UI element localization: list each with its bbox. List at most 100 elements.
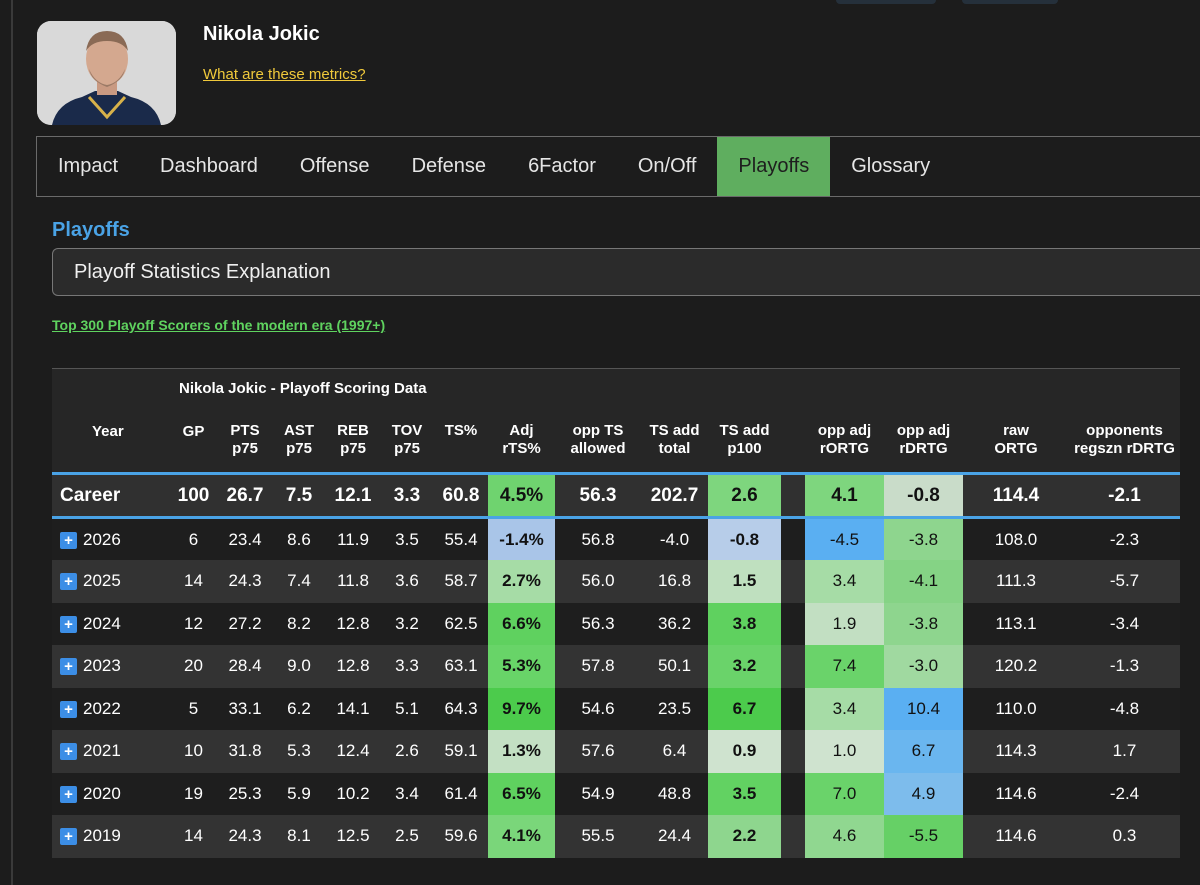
table-cell: -4.8 (1069, 687, 1180, 730)
column-header[interactable]: raw ORTG (963, 408, 1069, 474)
column-header-line2: p75 (340, 440, 366, 458)
column-header-line2: p100 (727, 440, 762, 458)
table-row[interactable]: +2024 12 27.2 8.2 12.8 3.2 62.5 6.6% 56.3 36.2 3.8… (52, 602, 1180, 645)
column-header-line1: REB (337, 422, 369, 440)
table-row[interactable]: +2025 14 24.3 7.4 11.8 3.6 58.7 2.7% 56.0 16.8 1.5… (52, 560, 1180, 603)
table-cell: 0.9 (708, 730, 781, 773)
column-header-line2 (434, 440, 488, 458)
table-cell: 12.5 (326, 815, 380, 858)
expand-row-icon[interactable]: + (60, 700, 77, 718)
expand-row-icon[interactable]: + (60, 743, 77, 761)
table-cell: 48.8 (641, 772, 708, 815)
table-cell: -1.3 (1069, 645, 1180, 688)
tab-defense[interactable]: Defense (411, 155, 487, 177)
expand-row-icon[interactable]: + (60, 615, 77, 633)
table-cell: -0.8 (708, 517, 781, 560)
expand-row-icon[interactable]: + (60, 573, 77, 591)
table-row[interactable]: +2026 6 23.4 8.6 11.9 3.5 55.4 -1.4% 56.8 -4.0 -0.… (52, 517, 1180, 560)
table-cell: 4.1 (805, 472, 884, 519)
table-cell (781, 687, 805, 730)
expand-row-icon[interactable]: + (60, 785, 77, 803)
table-body: +2026 6 23.4 8.6 11.9 3.5 55.4 -1.4% 56.8 -4.0 -0.… (52, 517, 1180, 858)
expand-row-icon[interactable]: + (60, 531, 77, 549)
tab-offense[interactable]: Offense (299, 155, 370, 177)
table-cell: 8.6 (272, 517, 326, 560)
table-cell: -3.8 (884, 602, 963, 645)
year-label: 2026 (83, 529, 121, 549)
table-cell: 57.6 (555, 730, 641, 773)
table-cell: 5.3 (272, 730, 326, 773)
top-scroll-hint (836, 0, 936, 4)
tab-glossary[interactable]: Glossary (851, 155, 931, 177)
expand-row-icon[interactable]: + (60, 658, 77, 676)
expand-row-icon[interactable]: + (60, 828, 77, 846)
table-cell: 19 (169, 772, 218, 815)
column-header[interactable]: TS% (434, 408, 488, 474)
table-cell: 6.5% (488, 772, 555, 815)
table-cell: 12.8 (326, 602, 380, 645)
table-cell: 3.2 (708, 645, 781, 688)
table-cell: 108.0 (963, 517, 1069, 560)
table-cell: 5.9 (272, 772, 326, 815)
tab-impact[interactable]: Impact (58, 155, 119, 177)
tab-on-off[interactable]: On/Off (637, 155, 697, 177)
table-cell: 7.4 (272, 560, 326, 603)
top300-scorers-link[interactable]: Top 300 Playoff Scorers of the modern er… (52, 317, 386, 333)
table-row[interactable]: +2019 14 24.3 8.1 12.5 2.5 59.6 4.1% 55.5 24.4 2.2… (52, 815, 1180, 858)
column-header[interactable]: opponents regszn rDRTG (1069, 408, 1180, 474)
career-label: Career (52, 472, 169, 519)
table-cell: 20 (169, 645, 218, 688)
column-header[interactable]: Year (52, 408, 169, 474)
table-cell: 114.4 (963, 472, 1069, 519)
table-cell: 6.7 (884, 730, 963, 773)
table-cell: 57.8 (555, 645, 641, 688)
table-cell: 36.2 (641, 602, 708, 645)
table-cell: 2.5 (380, 815, 434, 858)
table-cell: 3.3 (380, 472, 434, 519)
year-label: 2022 (83, 698, 121, 718)
table-cell: 64.3 (434, 687, 488, 730)
column-header[interactable]: REB p75 (326, 408, 380, 474)
tab-playoffs[interactable]: Playoffs (717, 137, 831, 196)
column-header[interactable]: Adj rTS% (488, 408, 555, 474)
year-label: 2019 (83, 826, 121, 846)
column-header[interactable]: AST p75 (272, 408, 326, 474)
playoff-scoring-table: Nikola Jokic - Playoff Scoring Data Year… (52, 368, 1180, 858)
row-year: +2022 (52, 687, 169, 730)
tab-6factor[interactable]: 6Factor (528, 155, 596, 177)
playoff-explanation-accordion[interactable]: Playoff Statistics Explanation (52, 248, 1200, 296)
column-header[interactable]: TS add p100 (708, 408, 781, 474)
table-cell: 62.5 (434, 602, 488, 645)
table-cell: 63.1 (434, 645, 488, 688)
table-cell: 24.3 (218, 815, 272, 858)
column-header[interactable] (781, 408, 805, 474)
table-cell: -3.0 (884, 645, 963, 688)
column-header[interactable]: TS add total (641, 408, 708, 474)
column-header[interactable]: opp adj rORTG (805, 408, 884, 474)
column-header-line2: total (658, 440, 691, 458)
column-header[interactable]: TOV p75 (380, 408, 434, 474)
metrics-help-link[interactable]: What are these metrics? (203, 66, 366, 83)
table-cell: 8.1 (272, 815, 326, 858)
column-header[interactable]: PTS p75 (218, 408, 272, 474)
tab-dashboard[interactable]: Dashboard (160, 155, 258, 177)
table-cell: 59.1 (434, 730, 488, 773)
column-header[interactable]: opp adj rDRTG (884, 408, 963, 474)
column-header[interactable]: opp TS allowed (555, 408, 641, 474)
table-cell: 114.3 (963, 730, 1069, 773)
year-label: Career (60, 484, 121, 506)
table-row[interactable]: +2023 20 28.4 9.0 12.8 3.3 63.1 5.3% 57.8 50.1 3.2… (52, 645, 1180, 688)
table-cell: 2.7% (488, 560, 555, 603)
table-cell: 60.8 (434, 472, 488, 519)
table-cell: 2.6 (708, 472, 781, 519)
table-cell: 10.2 (326, 772, 380, 815)
table-cell: 14.1 (326, 687, 380, 730)
table-row[interactable]: +2020 19 25.3 5.9 10.2 3.4 61.4 6.5% 54.9 48.8 3.5… (52, 772, 1180, 815)
column-header[interactable]: GP (169, 408, 218, 474)
table-cell: -4.0 (641, 517, 708, 560)
year-label: 2025 (83, 571, 121, 591)
table-row[interactable]: +2021 10 31.8 5.3 12.4 2.6 59.1 1.3% 57.6 6.4 0.9 1… (52, 730, 1180, 773)
table-row[interactable]: +2022 5 33.1 6.2 14.1 5.1 64.3 9.7% 54.6 23.5 6.7 3… (52, 687, 1180, 730)
column-header-line1: opp adj (896, 422, 951, 440)
table-cell: 1.0 (805, 730, 884, 773)
